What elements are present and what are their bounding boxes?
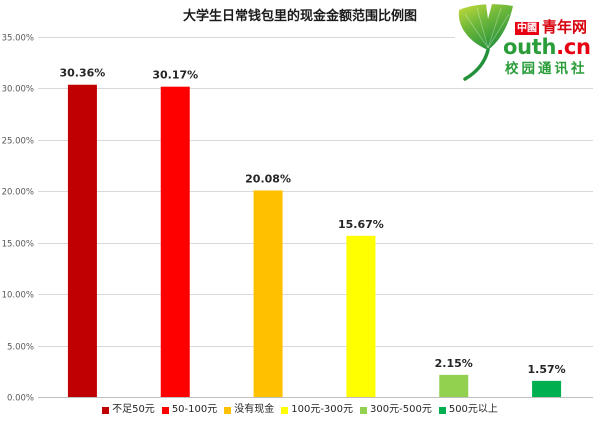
y-tick-label: 0.00% [7,394,34,404]
y-tick-label: 35.00% [2,34,34,44]
bar [160,86,190,398]
logo-badge: 中國 [515,22,539,35]
legend-item: 100元-300元 [281,403,353,417]
y-tick-label: 10.00% [2,291,34,301]
chart-title: 大学生日常钱包里的现金金额范围比例图 [182,9,417,24]
legend-marker [360,406,368,414]
data-label: 30.17% [152,69,198,82]
legend-label: 没有现金 [234,404,275,415]
data-label: 1.57% [527,363,565,376]
logo: 中國 青年网 outh.cn 校园通讯社 [455,2,598,82]
legend-label: 100元-300元 [291,404,354,415]
y-tick-label: 25.00% [2,137,34,147]
legend-label: 不足50元 [112,404,155,415]
legend-marker [281,406,289,414]
legend-label: 300元-500元 [370,404,432,415]
bars [67,84,562,398]
data-label: 2.15% [435,357,473,370]
bar [532,380,562,397]
legend-item: 没有现金 [224,403,274,417]
legend-marker [224,406,232,414]
y-axis-labels: 0.00% 5.00% 10.00% 15.00% 20.00% 25.00% 30.00%… [2,34,34,404]
ginkgo-leaf-icon [458,4,513,81]
legend-item: 不足50元 [102,403,155,417]
data-label: 20.08% [245,172,291,185]
legend-marker [161,406,169,414]
logo-name: 青年网 [542,18,588,36]
legend-item: 500元以上 [438,403,498,417]
y-tick-label: 20.00% [2,188,34,198]
y-tick-label: 15.00% [2,240,34,250]
bar [67,84,97,398]
logo-domain: outh.cn [503,35,591,59]
legend-marker [438,406,446,414]
logo-domain-tld: .cn [556,35,591,59]
logo-tagline: 校园通讯社 [505,61,588,77]
legend-item: 300元-500元 [360,403,432,417]
y-tick-label: 5.00% [7,343,34,353]
bar [439,374,469,397]
legend-label: 50-100元 [171,404,218,415]
gridlines [38,37,593,398]
data-labels: 30.36% 30.17% 20.08% 15.67% 2.15% 1.57% [60,67,566,376]
data-label: 15.67% [338,218,384,231]
logo-domain-main: outh [503,35,557,59]
bar [253,190,283,397]
y-tick-label: 30.00% [2,85,34,95]
data-label: 30.36% [60,67,106,80]
legend-label: 500元以上 [448,404,498,415]
legend: 不足50元 50-100元 没有现金 100元-300元 300元-500元 500元以上 [10,403,590,417]
legend-item: 50-100元 [161,403,218,417]
bar [346,235,376,397]
legend-marker [102,406,110,414]
